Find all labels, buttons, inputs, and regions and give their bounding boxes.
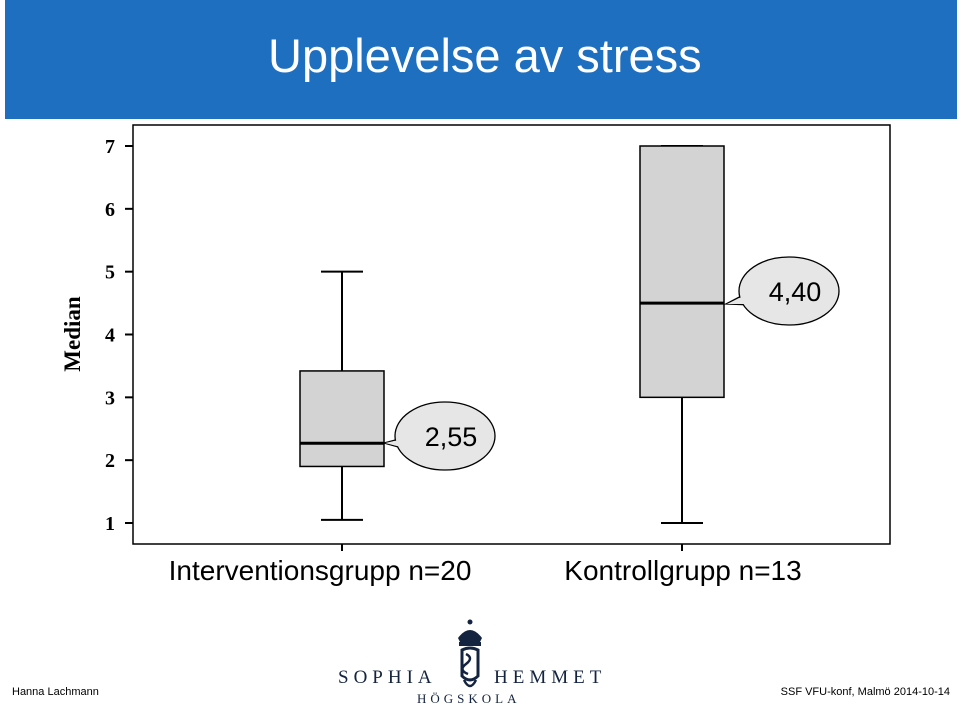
callout-2: 4,40: [723, 256, 840, 326]
y-axis: 1 2 3 4 5 6 7: [105, 136, 133, 535]
box-2: [639, 145, 725, 524]
title-bar: Upplevelse av stress: [5, 0, 957, 119]
sophiahemmet-logo: SOPHIA HEMMET HÖGSKOLA: [330, 616, 610, 706]
callout-1: 2,55: [381, 401, 496, 471]
plot-frame: [132, 124, 891, 545]
callout-joint: [385, 439, 409, 449]
footer-event: SSF VFU-konf, Malmö 2014-10-14: [780, 686, 950, 698]
y-tick-label: 3: [105, 387, 115, 409]
x-axis: Interventionsgrupp n=20 Kontrollgrupp n=1…: [169, 544, 802, 586]
y-tick-label: 5: [105, 262, 115, 284]
y-axis-label: Median: [60, 296, 85, 372]
callout-bubble: [394, 401, 496, 471]
callout-text: 4,40: [769, 277, 822, 307]
y-tick-label: 6: [105, 199, 115, 221]
crown-emblem-icon: [458, 619, 482, 688]
logo-word-left: SOPHIA: [338, 667, 437, 688]
callout-text: 2,55: [425, 422, 478, 452]
x-category-label: Interventionsgrupp n=20: [169, 555, 472, 586]
footer-author: Hanna Lachmann: [12, 686, 99, 698]
boxes-group: [299, 145, 725, 524]
callout-bubble: [738, 256, 840, 326]
logo-subtitle: HÖGSKOLA: [417, 691, 521, 706]
callouts-group: 2,55 4,40: [381, 256, 840, 471]
x-category-label: Kontrollgrupp n=13: [564, 555, 801, 586]
y-tick-label: 2: [105, 450, 115, 472]
y-tick-label: 1: [105, 513, 115, 535]
logo-word-right: HEMMET: [494, 667, 607, 688]
callout-joint: [727, 294, 753, 304]
iqr-box: [299, 370, 385, 468]
iqr-box: [639, 145, 725, 399]
box-1: [299, 270, 385, 521]
y-tick-label: 7: [105, 136, 115, 158]
slide-title: Upplevelse av stress: [268, 29, 702, 82]
y-tick-label: 4: [105, 325, 115, 347]
